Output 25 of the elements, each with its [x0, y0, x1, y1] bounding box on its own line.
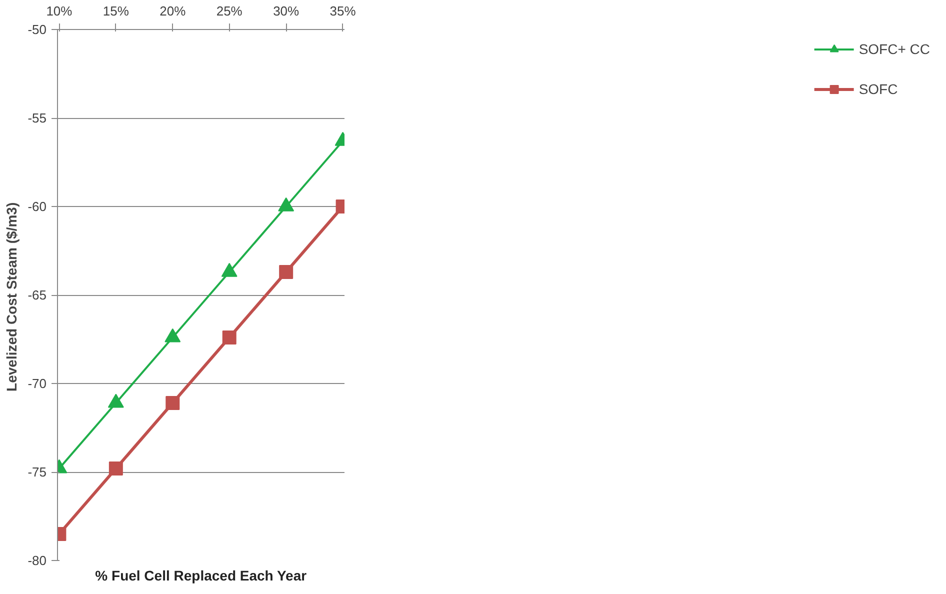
legend-label: SOFC+ CC [858, 41, 930, 57]
y-tick-label: -70 [28, 376, 47, 391]
y-tick-label: -50 [28, 22, 47, 37]
x-axis-title: % Fuel Cell Replaced Each Year [95, 568, 308, 584]
x-tick-label: 10% [46, 4, 73, 18]
x-tick-label: 15% [102, 4, 130, 18]
point [108, 394, 124, 408]
point [278, 197, 294, 212]
x-tick-label: 30% [273, 4, 300, 18]
y-axis-title: Levelized Cost Steam ($/m3) [4, 202, 20, 392]
point [221, 262, 238, 277]
y-tick-label: -65 [28, 288, 47, 302]
x-tick-label: 35% [330, 4, 356, 18]
y-tick-label: -75 [28, 464, 47, 480]
x-tick-label: 25% [216, 4, 243, 18]
point [164, 328, 181, 342]
point [222, 330, 236, 344]
point [108, 461, 123, 476]
point [166, 396, 180, 410]
y-tick-label: -55 [28, 110, 47, 126]
point [279, 264, 294, 279]
y-tick-label: -60 [28, 199, 47, 214]
y-tick-label: -80 [28, 553, 47, 568]
legend-label: SOFC [858, 81, 898, 97]
x-tick-label: 20% [160, 4, 186, 18]
